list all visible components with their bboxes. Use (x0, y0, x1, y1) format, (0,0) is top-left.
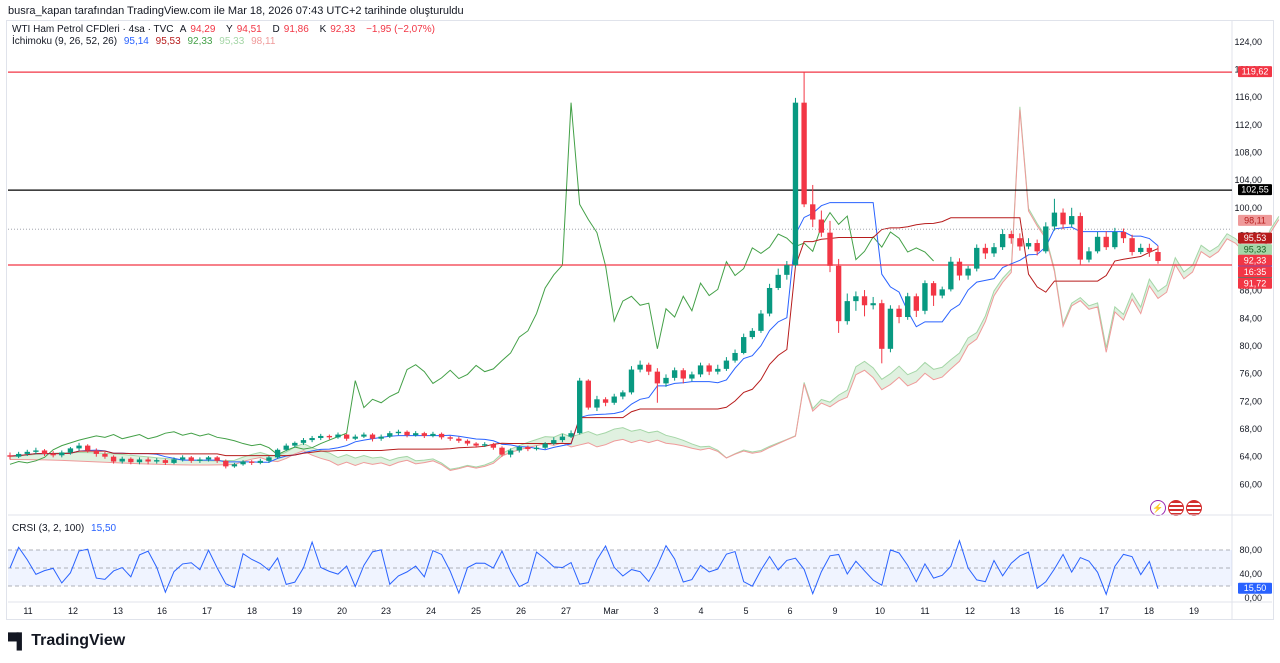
us-flag-icon[interactable] (1168, 500, 1184, 516)
high-value: 94,51 (236, 24, 262, 35)
event-icons[interactable]: ⚡ (1150, 500, 1202, 516)
chart-caption: busra_kapan tarafından TradingView.com i… (8, 5, 464, 17)
ichimoku-value-tenkan: 95,14 (123, 36, 149, 47)
chart-frame (6, 20, 1274, 620)
open-label: A (179, 24, 187, 35)
low-value: 91,86 (283, 24, 309, 35)
close-value: 92,33 (330, 24, 356, 35)
low-label: D (272, 24, 280, 35)
rsi-value: 15,50 (91, 523, 117, 534)
main-legend[interactable]: WTI Ham Petrol CFDleri · 4sa · TVC A 94,2… (12, 24, 439, 35)
ichimoku-value-span-b: 98,11 (251, 36, 276, 47)
ichimoku-value-kijun: 95,53 (155, 36, 181, 47)
ichimoku-value-chikou: 92,33 (187, 36, 213, 47)
symbol-label[interactable]: WTI Ham Petrol CFDleri · 4sa · TVC (12, 24, 174, 35)
logo-text: TradingView (31, 632, 126, 649)
ichimoku-value-span-a: 95,33 (219, 36, 245, 47)
tradingview-logo[interactable]: ▀▌ TradingView (8, 632, 125, 650)
us-flag-icon-2[interactable] (1186, 500, 1202, 516)
rsi-legend[interactable]: CRSI (3, 2, 100) 15,50 (12, 523, 120, 534)
change-value: −1,95 (−2,07%) (366, 24, 435, 35)
close-label: K (319, 24, 327, 35)
open-value: 94,29 (190, 24, 216, 35)
lightning-icon[interactable]: ⚡ (1150, 500, 1166, 516)
rsi-label[interactable]: CRSI (3, 2, 100) (12, 523, 85, 534)
ichimoku-label[interactable]: İchimoku (9, 26, 52, 26) (12, 36, 118, 47)
tradingview-mark-icon: ▀▌ (8, 632, 27, 650)
high-label: Y (226, 24, 233, 35)
ichimoku-legend[interactable]: İchimoku (9, 26, 52, 26) 95,14 95,53 92,… (12, 36, 279, 47)
